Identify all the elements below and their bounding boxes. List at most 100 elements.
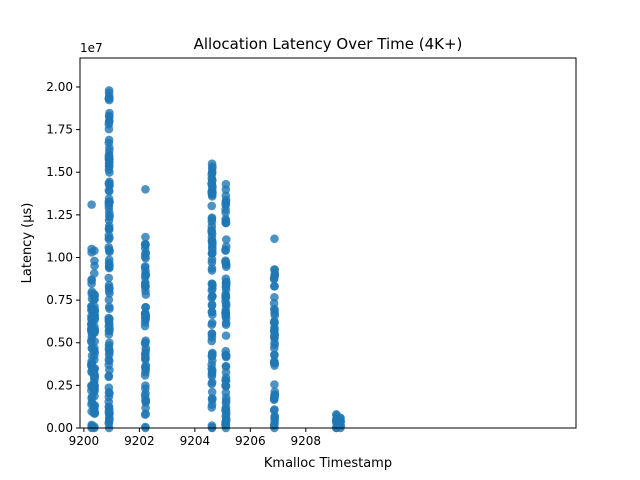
data-point: [104, 302, 114, 312]
data-point: [207, 403, 217, 412]
data-point: [269, 274, 279, 284]
data-point: [104, 179, 114, 188]
data-point: [105, 211, 114, 220]
data-point: [207, 229, 217, 238]
data-point: [89, 295, 99, 304]
data-point: [90, 351, 99, 360]
data-point: [221, 218, 231, 228]
data-point: [89, 378, 99, 387]
data-point: [104, 263, 114, 273]
data-point: [207, 201, 217, 211]
data-point: [207, 364, 216, 374]
data-point: [141, 253, 150, 263]
data-point: [105, 345, 114, 355]
data-point: [105, 168, 114, 177]
data-point: [141, 362, 150, 372]
data-point: [141, 302, 151, 312]
data-point: [104, 330, 114, 339]
x-axis-label: Kmalloc Timestamp: [264, 456, 392, 471]
y-axis-ticks: 0.00 0.25 0.50 0.75 1.00 1.25 1.50 1.75 2.00: [46, 80, 80, 435]
data-point: [270, 380, 279, 389]
data-point: [141, 338, 150, 347]
data-point: [104, 295, 114, 305]
data-point: [141, 232, 150, 242]
data-point: [221, 179, 231, 189]
data-point: [270, 282, 279, 291]
data-point: [141, 395, 151, 404]
y-tick-label: 1.50: [46, 165, 73, 179]
chart-title: Allocation Latency Over Time (4K+): [194, 35, 463, 53]
data-point: [104, 200, 114, 210]
data-point: [221, 235, 231, 244]
x-tick-label: 9200: [69, 434, 100, 448]
data-point: [207, 255, 217, 264]
data-point: [104, 86, 114, 95]
y-tick-label: 1.75: [46, 123, 73, 137]
data-point: [89, 327, 99, 336]
data-point: [270, 234, 279, 244]
data-point: [207, 167, 217, 177]
data-point: [269, 318, 279, 327]
data-point: [270, 265, 279, 274]
data-point: [336, 413, 345, 423]
data-point: [221, 313, 231, 323]
data-point: [141, 314, 150, 324]
data-point: [270, 340, 279, 350]
data-point: [104, 194, 114, 204]
data-point: [90, 364, 100, 373]
data-point: [104, 119, 114, 129]
data-point: [104, 138, 114, 148]
plot-frame: [79, 57, 577, 429]
data-point: [104, 388, 114, 397]
data-point: [87, 200, 96, 209]
x-tick-label: 9208: [291, 434, 322, 448]
data-point: [90, 246, 99, 255]
data-point: [104, 273, 114, 283]
data-point: [207, 188, 216, 197]
data-point: [270, 331, 279, 340]
y-tick-label: 1.25: [46, 208, 73, 222]
data-point: [221, 405, 230, 415]
data-point: [221, 350, 230, 360]
data-point: [207, 301, 217, 310]
data-point: [207, 243, 217, 252]
data-point: [104, 242, 114, 252]
data-point: [207, 263, 217, 273]
data-point: [104, 280, 114, 290]
data-point: [104, 151, 114, 161]
data-point: [207, 378, 217, 387]
data-point: [221, 290, 231, 299]
data-point: [221, 393, 231, 403]
data-point: [207, 213, 217, 223]
data-point: [141, 290, 151, 299]
scatter-points: [86, 86, 346, 433]
data-point: [140, 272, 150, 282]
y-tick-label: 0.25: [46, 378, 73, 392]
data-point: [270, 358, 280, 368]
data-point: [207, 318, 217, 328]
data-point: [270, 350, 279, 360]
y-tick-label: 1.00: [46, 250, 73, 264]
data-point: [269, 406, 279, 415]
data-point: [221, 274, 231, 283]
data-point: [221, 320, 231, 330]
y-tick-label: 2.00: [46, 80, 73, 94]
data-point: [104, 402, 114, 412]
data-point: [221, 331, 231, 340]
y-axis-scale-label: 1e7: [80, 41, 103, 55]
data-point: [141, 184, 150, 194]
data-point: [221, 282, 231, 292]
data-point: [207, 293, 216, 303]
x-tick-label: 9202: [124, 434, 155, 448]
data-point: [207, 387, 217, 397]
y-tick-label: 0.50: [46, 336, 73, 350]
data-point: [141, 409, 151, 419]
data-point: [90, 256, 99, 266]
data-point: [89, 269, 99, 278]
data-point: [104, 372, 114, 382]
data-point: [221, 375, 230, 385]
data-point: [207, 394, 217, 404]
data-point: [141, 389, 150, 398]
data-point: [105, 112, 114, 122]
